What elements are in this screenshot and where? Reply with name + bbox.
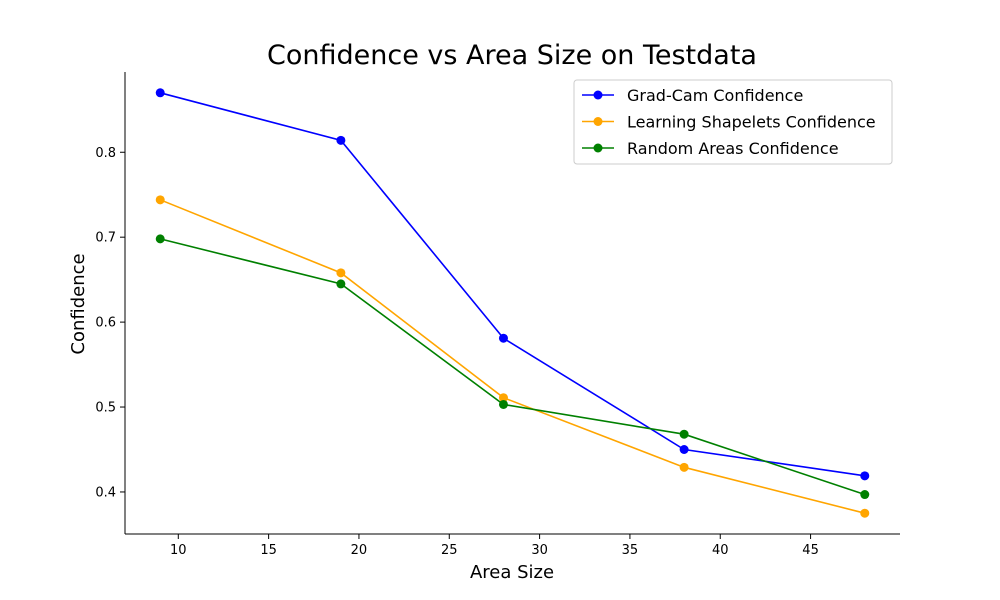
legend-box bbox=[573, 79, 893, 165]
data-point bbox=[860, 490, 870, 500]
data-point bbox=[155, 88, 165, 98]
data-point bbox=[679, 444, 689, 454]
data-point bbox=[336, 135, 346, 145]
data-point bbox=[498, 399, 508, 409]
legend-item: Learning Shapelets Confidence bbox=[582, 113, 876, 132]
data-point bbox=[336, 268, 346, 278]
x-tick-label: 10 bbox=[170, 543, 187, 558]
legend-label: Random Areas Confidence bbox=[627, 139, 839, 158]
y-tick-label: 0.6 bbox=[95, 316, 116, 331]
legend-label: Learning Shapelets Confidence bbox=[627, 113, 876, 132]
x-tick-label: 45 bbox=[802, 543, 819, 558]
legend-marker bbox=[593, 90, 603, 100]
legend-marker bbox=[593, 143, 603, 153]
data-point bbox=[679, 462, 689, 472]
series-1 bbox=[155, 88, 870, 481]
series-line bbox=[159, 199, 865, 514]
ticks: 10 15 20 25 30 35 40 45 0.4 0.5 0.6 0.7 0.8 bbox=[95, 146, 819, 558]
data-point bbox=[155, 195, 165, 205]
x-tick-label: 15 bbox=[260, 543, 277, 558]
y-tick-label: 0.8 bbox=[95, 146, 116, 161]
legend-item: Grad-Cam Confidence bbox=[582, 86, 803, 105]
x-tick-label: 35 bbox=[622, 543, 639, 558]
data-point bbox=[155, 234, 165, 244]
x-tick-label: 40 bbox=[712, 543, 729, 558]
data-point bbox=[679, 429, 689, 439]
legend-marker bbox=[593, 117, 603, 126]
data-point bbox=[336, 279, 346, 289]
data-point bbox=[860, 471, 870, 481]
y-axis-label: Confidence bbox=[68, 253, 89, 354]
series-layer bbox=[155, 88, 870, 518]
legend-label: Grad-Cam Confidence bbox=[627, 86, 803, 105]
data-point bbox=[860, 508, 870, 518]
series-2 bbox=[155, 195, 870, 518]
legend-item: Random Areas Confidence bbox=[582, 139, 839, 158]
x-tick-label: 25 bbox=[441, 543, 458, 558]
x-axis-label: Area Size bbox=[470, 562, 554, 583]
y-tick-label: 0.4 bbox=[95, 485, 116, 500]
axes bbox=[124, 72, 900, 535]
x-tick-label: 20 bbox=[351, 543, 368, 558]
series-3 bbox=[155, 234, 870, 500]
y-tick-label: 0.5 bbox=[95, 401, 116, 416]
x-tick-label: 30 bbox=[531, 543, 548, 558]
data-point bbox=[498, 393, 508, 403]
series-line bbox=[160, 238, 866, 496]
y-tick-label: 0.7 bbox=[95, 231, 116, 246]
legend: Grad-Cam Confidence Learning Shapelets Co… bbox=[573, 79, 893, 165]
data-point bbox=[498, 333, 508, 343]
chart-title: Confidence vs Area Size on Testdata bbox=[267, 40, 757, 71]
